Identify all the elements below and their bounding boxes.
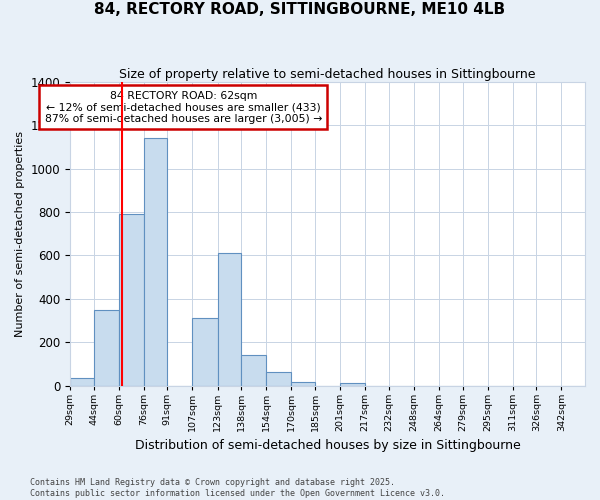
Bar [193,318,218,386]
Bar [94,310,119,386]
Bar [70,378,94,386]
Y-axis label: Number of semi-detached properties: Number of semi-detached properties [15,131,25,337]
Text: 84 RECTORY ROAD: 62sqm
← 12% of semi-detached houses are smaller (433)
87% of se: 84 RECTORY ROAD: 62sqm ← 12% of semi-det… [44,91,322,124]
Bar [266,372,292,386]
Bar [144,138,167,386]
Bar [292,382,315,386]
Text: 84, RECTORY ROAD, SITTINGBOURNE, ME10 4LB: 84, RECTORY ROAD, SITTINGBOURNE, ME10 4L… [94,2,506,18]
X-axis label: Distribution of semi-detached houses by size in Sittingbourne: Distribution of semi-detached houses by … [134,440,520,452]
Bar [119,214,144,386]
Bar [340,382,365,386]
Bar [218,254,241,386]
Title: Size of property relative to semi-detached houses in Sittingbourne: Size of property relative to semi-detach… [119,68,536,80]
Bar [241,356,266,386]
Text: Contains HM Land Registry data © Crown copyright and database right 2025.
Contai: Contains HM Land Registry data © Crown c… [30,478,445,498]
